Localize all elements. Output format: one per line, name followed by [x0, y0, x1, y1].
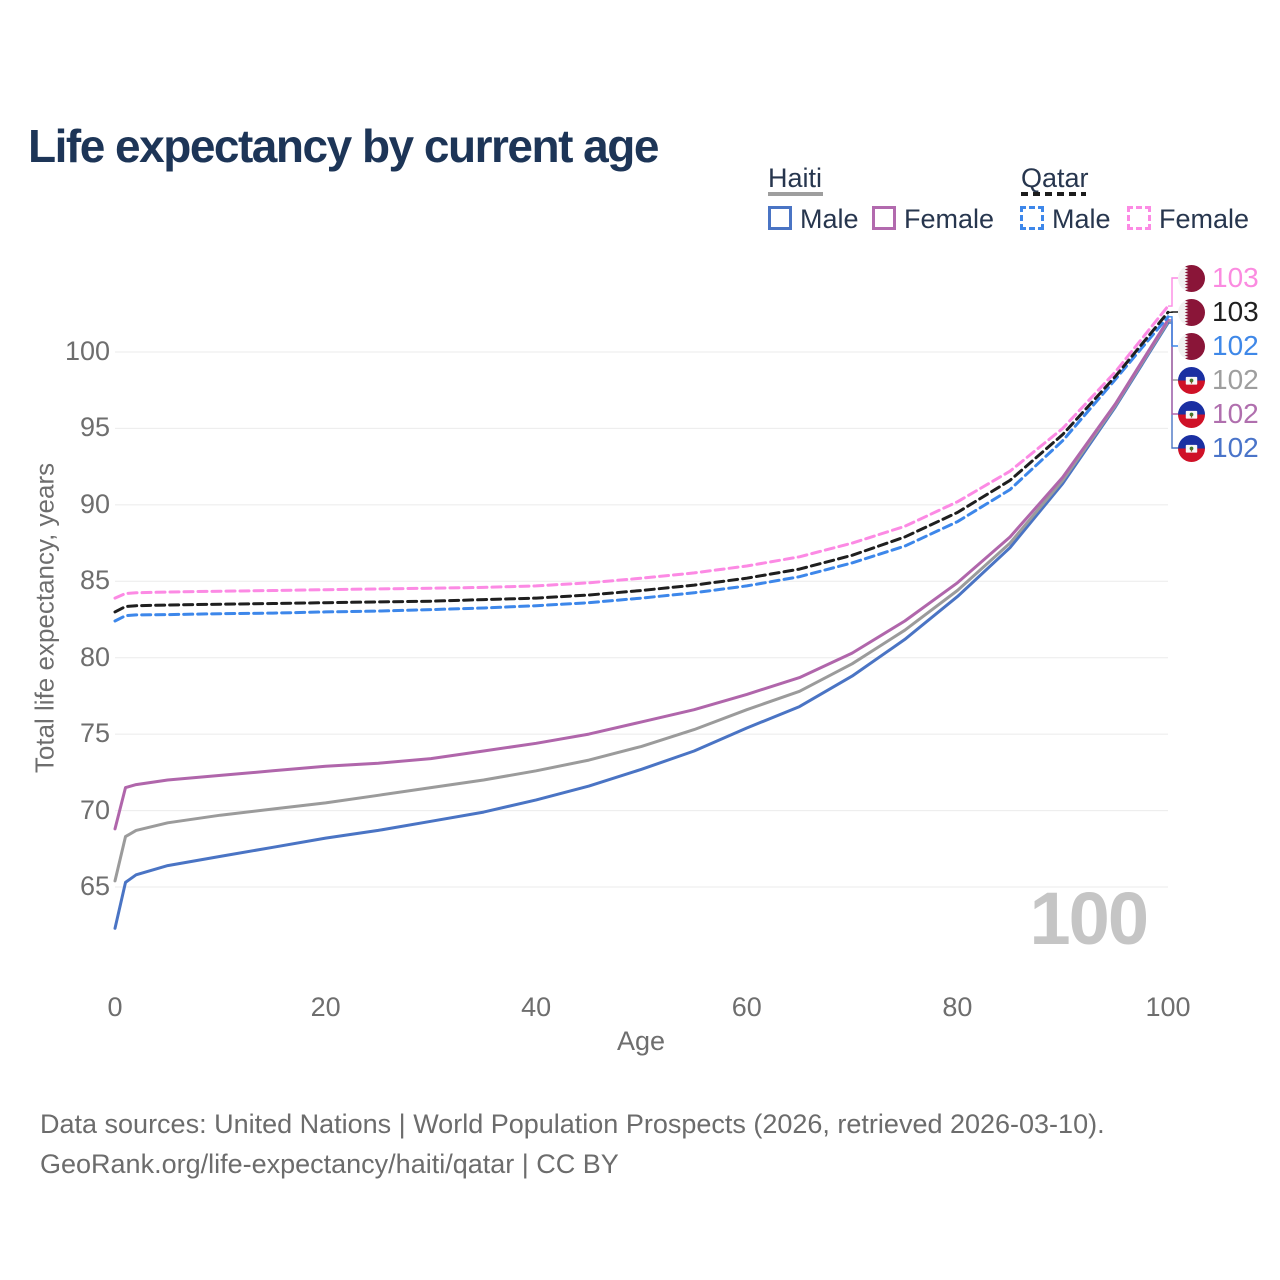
end-label-value: 102 — [1212, 364, 1259, 395]
y-tick-label: 85 — [79, 565, 110, 596]
qatar-flag-icon — [1178, 332, 1205, 360]
series-line — [113, 319, 1170, 883]
end-label-row: 102 — [1178, 365, 1259, 395]
series-line — [113, 318, 1170, 831]
end-label-row: 103 — [1178, 263, 1259, 293]
legend-haiti-linestyle-sample — [768, 192, 823, 196]
y-tick-label: 100 — [64, 336, 110, 366]
source-footer: Data sources: United Nations | World Pop… — [40, 1104, 1105, 1184]
y-axis-title: Total life expectancy, years — [29, 462, 60, 774]
legend-swatch-qatar-male[interactable] — [1020, 206, 1044, 230]
label-connector — [1168, 277, 1178, 307]
y-tick-label: 90 — [79, 488, 110, 519]
x-tick-label: 40 — [521, 992, 552, 1022]
qatar-flag-icon — [1178, 264, 1205, 292]
end-label-value: 103 — [1212, 262, 1259, 293]
y-tick-label: 75 — [79, 718, 110, 749]
age-watermark: 100 — [1029, 877, 1149, 960]
x-axis-title: Age — [616, 1026, 666, 1056]
legend-label-qatar-male[interactable]: Male — [1052, 204, 1111, 234]
end-label-value: 102 — [1212, 398, 1259, 429]
legend-swatch-haiti-female[interactable] — [872, 206, 896, 230]
x-tick-label: 0 — [107, 992, 123, 1022]
legend-group-qatar-label: Qatar — [1021, 163, 1089, 193]
haiti-flag-icon — [1178, 366, 1205, 394]
legend-swatch-qatar-female[interactable] — [1127, 206, 1151, 230]
legend-label-haiti-male[interactable]: Male — [800, 204, 859, 234]
series-line — [113, 321, 1170, 930]
x-tick-label: 20 — [310, 992, 341, 1022]
y-tick-label: 95 — [79, 412, 110, 443]
end-label-row: 102 — [1178, 331, 1259, 361]
label-connector — [1168, 320, 1178, 381]
end-label-row: 102 — [1178, 399, 1259, 429]
label-connector — [1168, 319, 1178, 415]
legend-label-haiti-female[interactable]: Female — [904, 204, 995, 234]
attribution-line: GeoRank.org/life-expectancy/haiti/qatar … — [40, 1149, 619, 1179]
legend-label-qatar-female[interactable]: Female — [1159, 204, 1250, 234]
y-tick-label: 80 — [79, 641, 110, 672]
label-connector — [1168, 322, 1178, 449]
end-label-row: 102 — [1178, 433, 1259, 463]
x-tick-label: 60 — [731, 992, 762, 1022]
series-line — [113, 304, 1170, 600]
end-label-value: 102 — [1212, 330, 1259, 361]
qatar-flag-icon — [1178, 298, 1205, 326]
y-tick-label: 70 — [79, 794, 110, 825]
legend-qatar-linestyle-sample — [1021, 192, 1086, 196]
x-tick-label: 100 — [1145, 992, 1191, 1022]
y-tick-label: 65 — [79, 871, 110, 901]
end-label-value: 103 — [1212, 296, 1259, 327]
page-title: Life expectancy by current age — [28, 119, 659, 172]
legend-swatch-haiti-male[interactable] — [768, 206, 792, 230]
end-label-row: 103 — [1178, 297, 1259, 327]
data-sources-line: Data sources: United Nations | World Pop… — [40, 1109, 1105, 1139]
end-label-value: 102 — [1212, 432, 1259, 463]
haiti-flag-icon — [1178, 434, 1205, 462]
x-tick-label: 80 — [942, 992, 973, 1022]
series-line — [113, 310, 1170, 614]
label-connector — [1168, 316, 1178, 347]
legend-group-haiti-label: Haiti — [768, 163, 823, 193]
haiti-flag-icon — [1178, 400, 1205, 428]
series-line — [113, 315, 1170, 623]
